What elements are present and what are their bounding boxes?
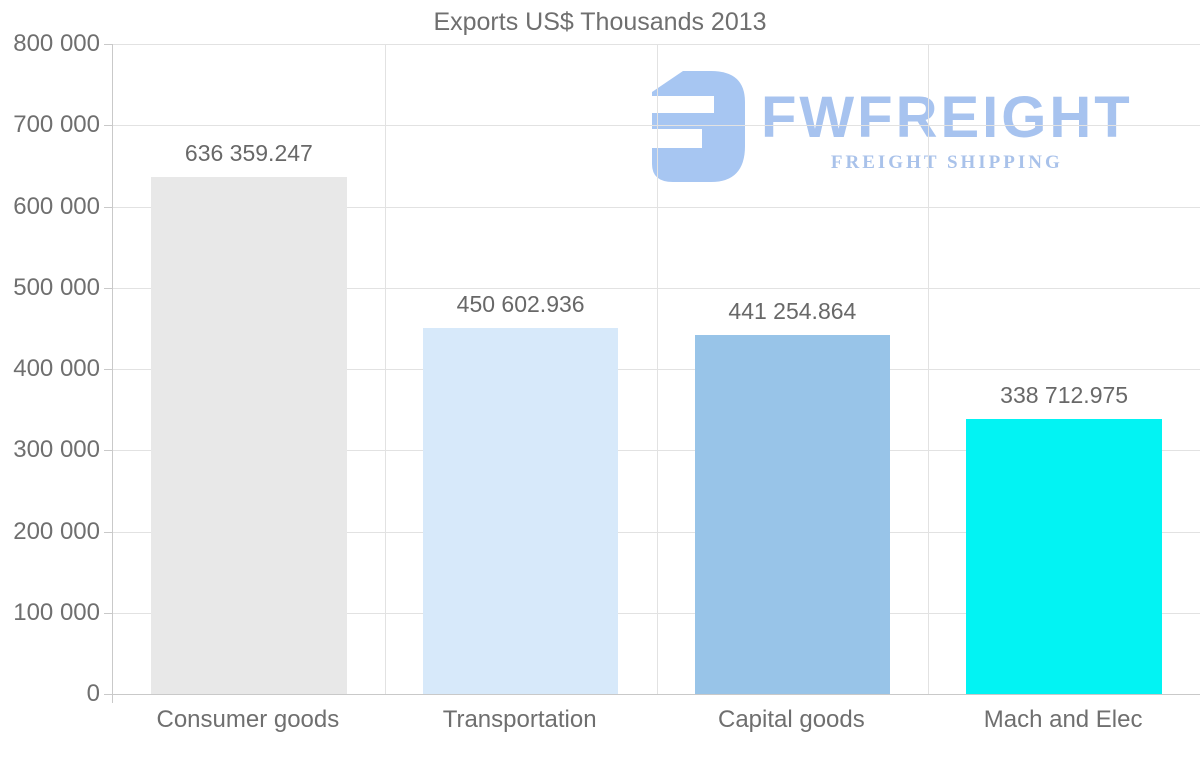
y-axis-tick (104, 612, 112, 614)
x-axis-category-label: Capital goods (717, 706, 865, 733)
y-axis-tick (104, 287, 112, 289)
y-axis-labels: 0 100 000 200 000 300 000 400 000 500 000 600 … (0, 30, 100, 707)
bar-value-label: 338 712.975 (1000, 381, 1129, 408)
y-axis-tick (104, 125, 112, 127)
logo-text-block: FWFREIGHT FREIGHT SHIPPING (761, 64, 1133, 174)
bar-value-label: 636 359.247 (184, 139, 313, 166)
y-axis-tick (104, 531, 112, 533)
y-axis-tick-label: 100 000 (13, 598, 100, 626)
plot-area: 636 359.247 450 602.936 441 254.864 338 712… (104, 44, 1200, 703)
y-axis-tick (104, 694, 112, 695)
x-axis-category-label: Consumer goods (156, 706, 340, 733)
bar-capital-goods (694, 335, 891, 694)
bar-mach-and-elec (966, 418, 1162, 694)
logo-tagline: FREIGHT SHIPPING (830, 151, 1063, 173)
bar-consumer-goods (151, 176, 347, 694)
gridline-vertical (928, 44, 930, 694)
y-axis-tick-label: 300 000 (13, 436, 100, 464)
y-axis-tick (104, 44, 112, 45)
x-axis-origin-tick (112, 695, 113, 703)
y-axis-tick (104, 369, 112, 370)
y-axis-tick-label: 0 (86, 680, 100, 707)
gridline-vertical (384, 44, 386, 694)
x-axis-category-label: Transportation (442, 706, 597, 733)
bar-value-label: 441 254.864 (728, 298, 857, 325)
y-axis-tick-label: 600 000 (13, 192, 100, 220)
fwfreight-logo-icon (645, 64, 745, 182)
chart-title: Exports US$ Thousands 2013 (433, 8, 767, 36)
watermark-logo: FWFREIGHT FREIGHT SHIPPING (645, 64, 1133, 182)
y-axis-tick-label: 500 000 (13, 273, 100, 301)
x-axis-category-label: Mach and Elec (983, 706, 1143, 733)
y-axis-tick-label: 700 000 (13, 111, 100, 139)
y-axis-tick-label: 200 000 (13, 517, 100, 545)
y-axis-tick (104, 206, 112, 208)
logo-brand-name: FWFREIGHT (761, 85, 1133, 150)
y-axis-tick-label: 400 000 (13, 355, 100, 382)
bar-value-label: 450 602.936 (456, 290, 585, 317)
gridline-vertical (656, 44, 658, 694)
y-axis-tick-label: 800 000 (13, 30, 100, 57)
x-axis-labels: Consumer goods Transportation Capital good… (112, 706, 1199, 734)
bar-transportation (422, 327, 619, 694)
y-axis-tick (104, 450, 112, 452)
